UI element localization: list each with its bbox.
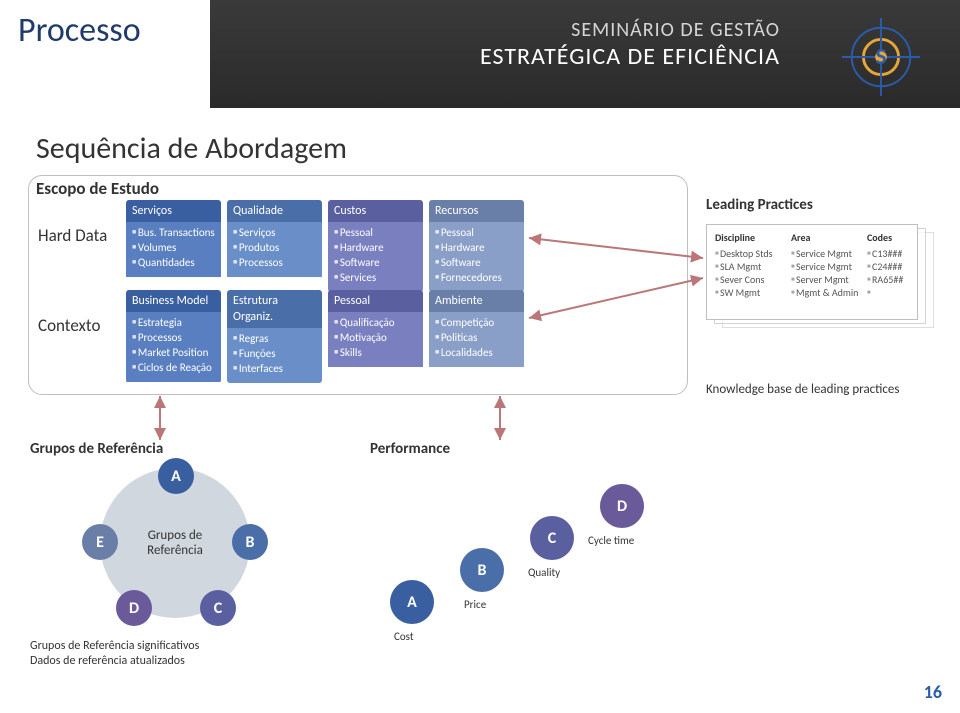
page-title: Processo: [18, 10, 141, 51]
step-d: D: [600, 484, 644, 528]
card-business-model: Business Model EstrategiaProcessosMarket…: [126, 290, 221, 383]
card-pessoal: Pessoal QualificaçãoMotivaçãoSkills: [328, 290, 423, 383]
card-recursos: Recursos PessoalHardwareSoftwareForneced…: [429, 200, 524, 292]
label-cycle: Cycle time: [588, 534, 634, 547]
performance-box: Performance A B C D Cost Price Quality C…: [370, 440, 690, 650]
grupos-circle-c: C: [200, 590, 236, 626]
grupos-circle-a: A: [158, 458, 194, 494]
seminar-logo: S: [842, 18, 920, 96]
contexto-label: Contexto: [38, 315, 100, 336]
seminar-line1: SEMINÁRIO DE GESTÃO: [480, 18, 780, 42]
grupos-foot-l1: Grupos de Referência significativos: [30, 639, 199, 655]
label-cost: Cost: [394, 630, 414, 643]
card-custos: Custos PessoalHardwareSoftwareServices: [328, 200, 423, 292]
step-b: B: [460, 548, 504, 592]
step-c: C: [530, 516, 574, 560]
grupos-center-l2: Referência: [147, 543, 203, 558]
performance-title: Performance: [370, 440, 690, 458]
card-estrutura: Estrutura Organiz. RegrasFunçõesInterfac…: [227, 290, 322, 383]
grupos-center-l1: Grupos de: [148, 528, 203, 543]
subtitle: Sequência de Abordagem: [36, 130, 347, 167]
card-qualidade: Qualidade ServiçosProdutosProcessos: [227, 200, 322, 292]
svg-text:S: S: [875, 43, 886, 71]
card-servicos: Serviços Bus. TransactionsVolumesQuantid…: [126, 200, 221, 292]
header-bar: Processo SEMINÁRIO DE GESTÃO ESTRATÉGICA…: [0, 0, 960, 108]
grupos-circle-e: E: [82, 524, 118, 560]
seminar-title: SEMINÁRIO DE GESTÃO ESTRATÉGICA DE EFICI…: [480, 18, 780, 71]
cards-bottom-row: Business Model EstrategiaProcessosMarket…: [126, 290, 524, 383]
grupos-circle-d: D: [116, 590, 152, 626]
lp-col-area: Area: [791, 231, 867, 244]
page-number: 16: [924, 681, 942, 703]
card-ambiente: Ambiente CompetiçãoPoliticasLocalidades: [429, 290, 524, 383]
grupos-foot-l2: Dados de referência atualizados: [30, 654, 199, 670]
label-price: Price: [464, 598, 486, 611]
lp-col-discipline: Discipline: [715, 231, 791, 244]
cards-top-row: Serviços Bus. TransactionsVolumesQuantid…: [126, 200, 524, 292]
grupos-title: Grupos de Referência: [30, 440, 320, 458]
leading-practices-card: Discipline Area Codes Desktop StdsServic…: [706, 224, 918, 320]
grupos-referencia-box: Grupos de Referência Grupos de Referênci…: [30, 440, 320, 650]
hard-data-label: Hard Data: [38, 225, 107, 246]
leading-practices-panel: Leading Practices Discipline Area Codes …: [706, 196, 942, 397]
label-quality: Quality: [528, 566, 560, 579]
seminar-line2: ESTRATÉGICA DE EFICIÊNCIA: [480, 42, 780, 71]
grupos-footer: Grupos de Referência significativos Dado…: [30, 639, 199, 670]
connector-lines: [525, 218, 710, 368]
step-a: A: [390, 580, 434, 624]
lp-col-codes: Codes: [867, 231, 892, 244]
escopo-label: Escopo de Estudo: [36, 178, 159, 199]
grupos-circle-b: B: [232, 524, 268, 560]
leading-practices-footer: Knowledge base de leading practices: [706, 382, 942, 397]
leading-practices-title: Leading Practices: [706, 196, 942, 214]
